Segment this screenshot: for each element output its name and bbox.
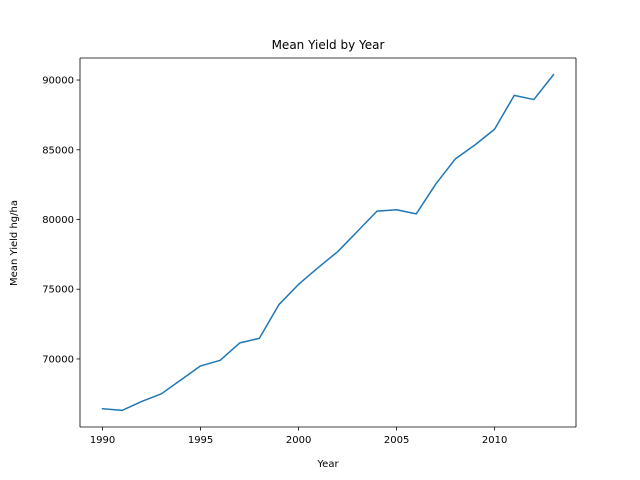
x-tick-label: 1995 — [188, 435, 213, 446]
x-tick-label: 1990 — [90, 435, 115, 446]
y-tick-label: 90000 — [42, 76, 74, 87]
chart-title: Mean Yield by Year — [272, 38, 385, 52]
y-tick-label: 85000 — [42, 145, 74, 156]
y-tick-label: 75000 — [42, 285, 74, 296]
y-tick-label: 80000 — [42, 215, 74, 226]
x-axis-label: Year — [316, 459, 339, 470]
x-tick-label: 2005 — [384, 435, 409, 446]
y-tick-label: 70000 — [42, 354, 74, 365]
y-axis-label: Mean Yield hg/ha — [9, 200, 20, 286]
x-tick-label: 2000 — [286, 435, 311, 446]
x-tick-label: 2010 — [482, 435, 507, 446]
